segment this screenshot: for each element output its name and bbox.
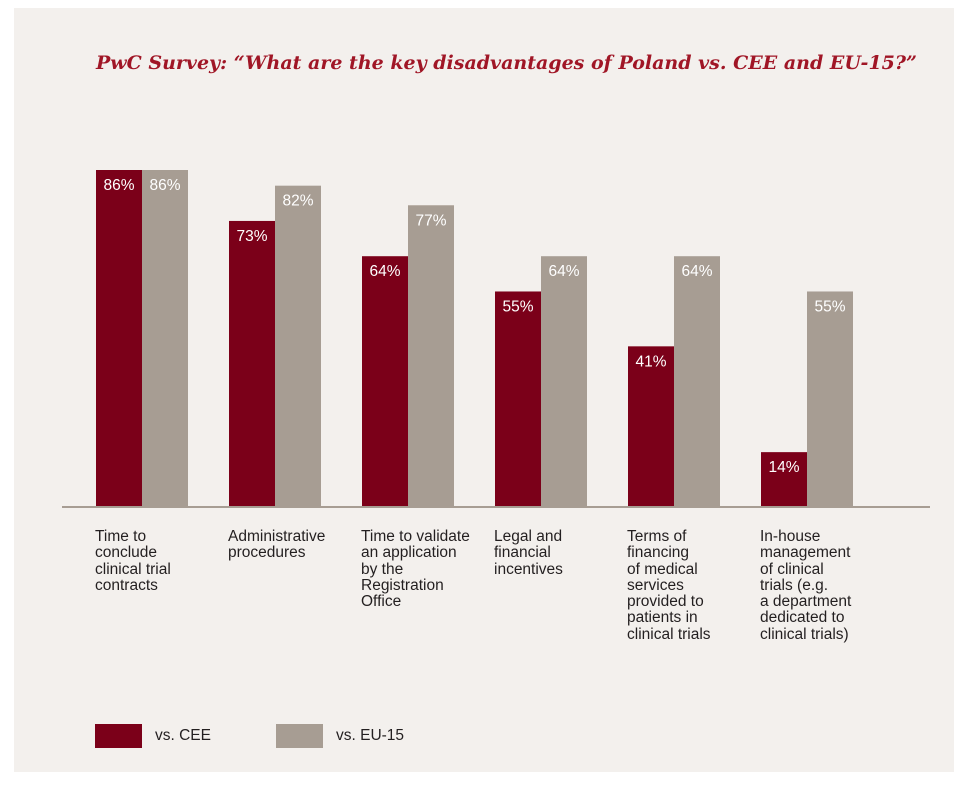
value-label-eu15-2: 77%	[415, 212, 446, 229]
category-label-5: In-house management of clinical trials (e.g…	[760, 528, 852, 643]
bar-eu15-2	[408, 205, 454, 507]
category-label-0: Time to conclude clinical trial contracts	[95, 528, 171, 594]
value-label-cee-0: 86%	[103, 177, 134, 194]
value-label-cee-4: 41%	[635, 353, 666, 370]
value-label-eu15-3: 64%	[548, 263, 579, 280]
value-label-cee-1: 73%	[236, 228, 267, 245]
legend-swatch-eu15	[276, 724, 323, 748]
value-label-cee-2: 64%	[369, 263, 400, 280]
value-label-cee-3: 55%	[502, 298, 533, 315]
chart-title: PwC Survey: “What are the key disadvanta…	[96, 52, 917, 74]
value-label-eu15-0: 86%	[149, 177, 180, 194]
bar-cee-4	[628, 346, 674, 507]
value-label-eu15-4: 64%	[681, 263, 712, 280]
category-label-1: Administrative procedures	[228, 528, 326, 562]
legend-label-eu15: vs. EU-15	[336, 727, 405, 744]
bar-cee-1	[229, 220, 275, 507]
category-label-3: Legal and financial incentives	[494, 528, 563, 578]
value-label-eu15-1: 82%	[282, 193, 313, 210]
bar-eu15-1	[275, 185, 321, 507]
legend-swatch-cee	[95, 724, 142, 748]
bar-cee-3	[495, 291, 541, 507]
category-label-2: Time to validate an application by the Regi…	[361, 528, 470, 611]
legend-label-cee: vs. CEE	[155, 727, 211, 744]
bar-eu15-5	[807, 291, 853, 507]
category-label-4: Terms of financing of medical services provi…	[627, 528, 711, 643]
value-label-cee-5: 14%	[768, 459, 799, 476]
bar-cee-5	[761, 452, 807, 507]
bar-eu15-4	[674, 256, 720, 507]
bar-eu15-3	[541, 256, 587, 507]
bar-eu15-0	[142, 170, 188, 507]
bar-cee-0	[96, 170, 142, 507]
value-label-eu15-5: 55%	[814, 298, 845, 315]
bar-cee-2	[362, 256, 408, 507]
